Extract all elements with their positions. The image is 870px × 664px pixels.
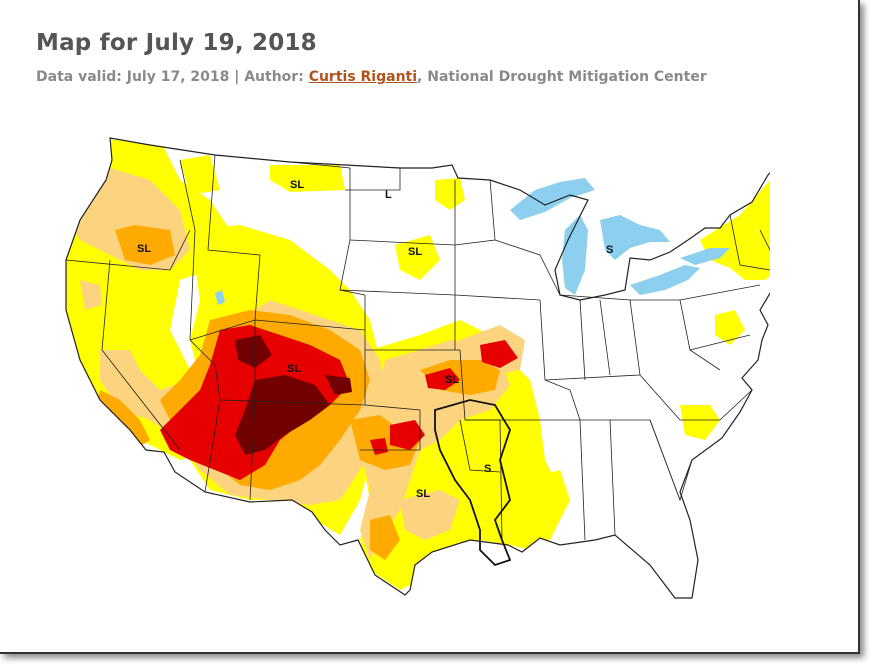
impact-label-kansas: SL — [445, 374, 459, 386]
impact-label-michigan: S — [606, 244, 613, 256]
d4-exceptional-drought — [235, 335, 352, 455]
impact-label-colorado: SL — [287, 363, 301, 375]
impact-label-oregon: SL — [137, 243, 151, 255]
great-lakes — [215, 178, 730, 305]
drought-layers — [66, 140, 770, 590]
impact-label-north-dakota: L — [385, 189, 392, 201]
state-boundaries — [65, 154, 770, 541]
author-link[interactable]: Curtis Riganti — [308, 69, 418, 85]
impact-label-arkansas: S — [484, 463, 491, 475]
impact-label-south-dakota: SL — [408, 246, 422, 258]
drought-map: SL L SL SL S S SL SL S SL — [65, 137, 770, 599]
page-title: Map for July 19, 2018 — [36, 30, 317, 56]
impact-labels: SL L SL SL S S SL SL S SL — [137, 179, 613, 500]
data-valid-text: Data valid: July 17, 2018 | Author: — [36, 69, 309, 85]
impact-label-texas: SL — [416, 488, 430, 500]
author-affiliation: , National Drought Mitigation Center — [417, 69, 707, 85]
impact-label-montana: SL — [290, 179, 304, 191]
map-subtitle: Data valid: July 17, 2018 | Author: Curt… — [36, 69, 707, 85]
impact-boundary — [434, 399, 512, 567]
